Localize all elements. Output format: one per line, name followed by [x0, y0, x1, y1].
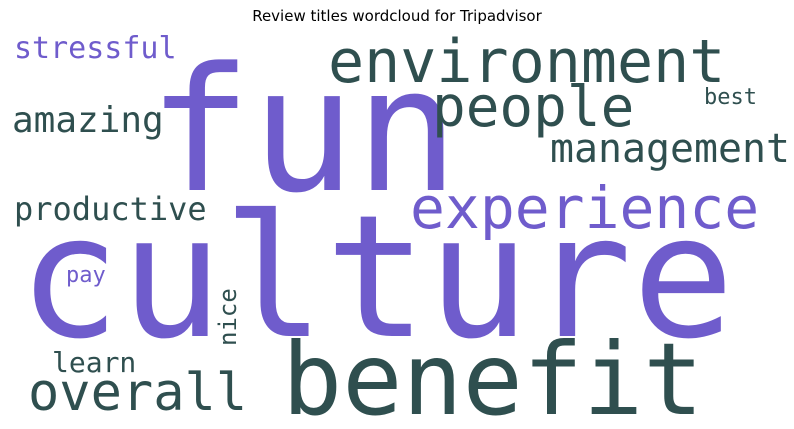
word-experience: experience: [410, 174, 759, 242]
word-best: best: [704, 85, 757, 110]
word-management: management: [550, 126, 790, 172]
word-culture: culture: [18, 179, 734, 377]
word-pay: pay: [66, 263, 106, 288]
word-people: people: [432, 75, 634, 140]
word-productive: productive: [14, 190, 207, 228]
word-benefit: benefit: [282, 321, 703, 429]
word-learn: learn: [52, 346, 136, 379]
word-fun: fun: [148, 30, 459, 231]
word-amazing: amazing: [12, 100, 164, 141]
word-environment: environment: [328, 27, 725, 97]
word-stressful: stressful: [14, 31, 177, 66]
chart-title: Review titles wordcloud for Tripadvisor: [252, 7, 542, 25]
word-nice: nice: [214, 288, 242, 346]
word-overall: overall: [28, 363, 247, 423]
